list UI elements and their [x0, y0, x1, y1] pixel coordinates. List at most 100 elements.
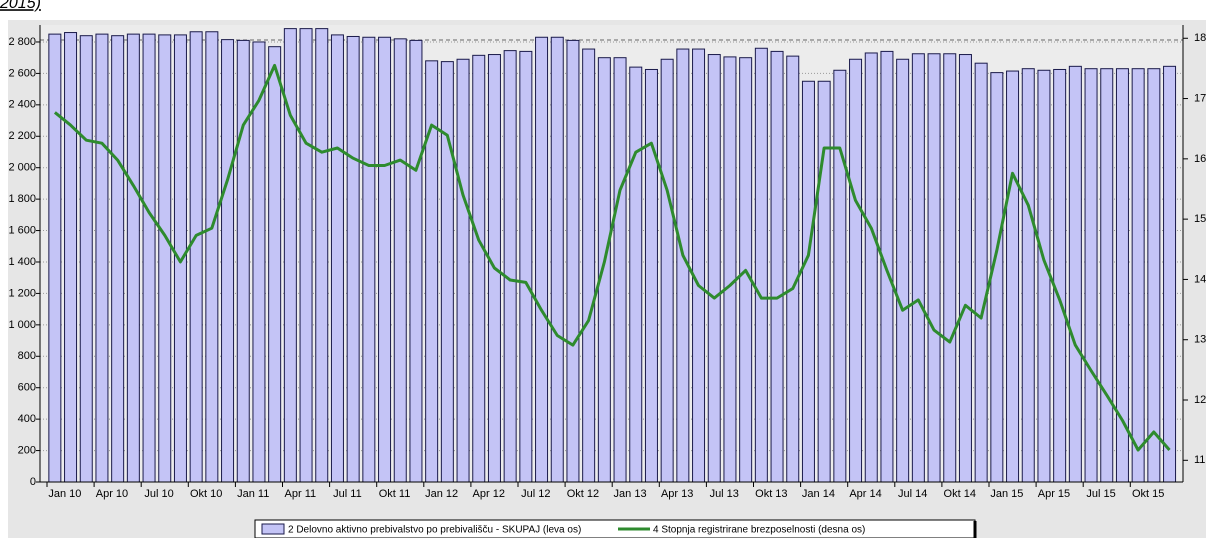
x-tick-label: Apr 10	[96, 488, 128, 500]
legend-swatch	[261, 523, 285, 535]
bar	[79, 35, 93, 483]
bar	[660, 58, 674, 483]
x-tick-label: Jan 14	[802, 488, 835, 500]
bar	[1147, 68, 1161, 483]
bar	[927, 53, 941, 483]
bar	[205, 31, 219, 483]
bar	[896, 58, 910, 483]
x-tick-label: Apr 13	[661, 488, 693, 500]
y2-tick-label: 18	[1194, 32, 1206, 44]
legend-label: 2 Delovno aktivno prebivalstvo po prebiv…	[288, 525, 581, 536]
x-tick-label: Jan 15	[990, 488, 1023, 500]
x-tick-label: Okt 13	[755, 488, 787, 500]
bar	[48, 33, 62, 483]
bar	[142, 33, 156, 483]
bar	[1100, 68, 1114, 483]
x-tick-label: Jan 12	[425, 488, 458, 500]
bar	[95, 33, 109, 483]
bar	[126, 33, 140, 483]
bar	[770, 50, 784, 483]
x-tick-label: Jul 11	[333, 488, 362, 500]
bar	[911, 53, 925, 483]
bar	[692, 48, 706, 483]
legend-label: 4 Stopnja registrirane brezposelnosti (d…	[653, 525, 865, 536]
y-tick-label: 1 800	[8, 193, 36, 205]
y2-tick-label: 15	[1194, 213, 1206, 225]
bar	[786, 55, 800, 483]
bar	[849, 58, 863, 483]
x-tick-label: Jul 10	[144, 488, 173, 500]
x-tick-label: Jul 13	[710, 488, 739, 500]
x-tick-label: Okt 14	[944, 488, 976, 500]
y2-tick-label: 16	[1194, 153, 1206, 165]
bar	[754, 47, 768, 483]
x-tick-label: Jan 10	[48, 488, 81, 500]
y-tick-label: 2 000	[8, 162, 36, 174]
bar	[1084, 68, 1098, 483]
bar	[535, 36, 549, 483]
line	[53, 63, 1171, 452]
bar	[330, 34, 344, 483]
bar	[566, 39, 580, 483]
y-tick-label: 1 600	[8, 224, 36, 236]
y2-tick-label: 11	[1194, 454, 1205, 466]
bar	[440, 61, 454, 483]
bar	[299, 28, 313, 483]
y-tick-label: 0	[30, 476, 36, 488]
bar	[974, 62, 988, 483]
bar	[158, 34, 172, 483]
bar	[864, 52, 878, 483]
bar	[943, 53, 957, 483]
x-tick-label: Jan 13	[614, 488, 647, 500]
y2-tick-label: 17	[1194, 92, 1206, 104]
bar	[378, 36, 392, 483]
bar	[456, 58, 470, 483]
bar	[550, 36, 564, 483]
bar	[236, 39, 250, 483]
bar	[1006, 70, 1020, 483]
x-tick-label: Okt 11	[379, 488, 411, 500]
bar	[1131, 68, 1145, 483]
bar	[644, 68, 658, 483]
x-tick-label: Apr 15	[1038, 488, 1070, 500]
y2-tick-label: 13	[1194, 334, 1206, 346]
y-tick-label: 2 400	[8, 99, 36, 111]
y-tick-label: 2 800	[8, 36, 36, 48]
bar	[1053, 68, 1067, 483]
y-tick-label: 1 400	[8, 256, 36, 268]
bar	[315, 28, 329, 483]
y-tick-label: 2 200	[8, 130, 36, 142]
bar	[472, 54, 486, 483]
y2-tick-label: 14	[1194, 273, 1206, 285]
y-tick-label: 800	[18, 350, 36, 362]
bar	[817, 80, 831, 483]
x-tick-label: Apr 12	[473, 488, 505, 500]
bar	[173, 34, 187, 483]
x-tick-label: Jul 15	[1086, 488, 1115, 500]
x-tick-label: Jan 11	[237, 488, 269, 500]
y-tick-label: 400	[18, 413, 36, 425]
bar	[503, 50, 517, 483]
x-tick-label: Jul 14	[898, 488, 927, 500]
bar	[707, 54, 721, 483]
y-tick-label: 2 600	[8, 67, 36, 79]
x-tick-label: Okt 12	[567, 488, 599, 500]
bar	[597, 57, 611, 483]
bar	[958, 54, 972, 483]
bar	[346, 35, 360, 483]
bar	[990, 72, 1004, 483]
y-tick-label: 600	[18, 382, 36, 394]
y-tick-label: 1 000	[8, 319, 36, 331]
bar	[111, 35, 125, 483]
x-tick-label: Apr 11	[285, 488, 317, 500]
bar	[189, 31, 203, 483]
y-tick-label: 1 200	[8, 287, 36, 299]
bar	[613, 57, 627, 483]
bar	[519, 50, 533, 483]
bar	[283, 28, 297, 483]
bar	[362, 36, 376, 483]
bar	[629, 66, 643, 483]
bar	[393, 38, 407, 483]
bar	[582, 48, 596, 483]
